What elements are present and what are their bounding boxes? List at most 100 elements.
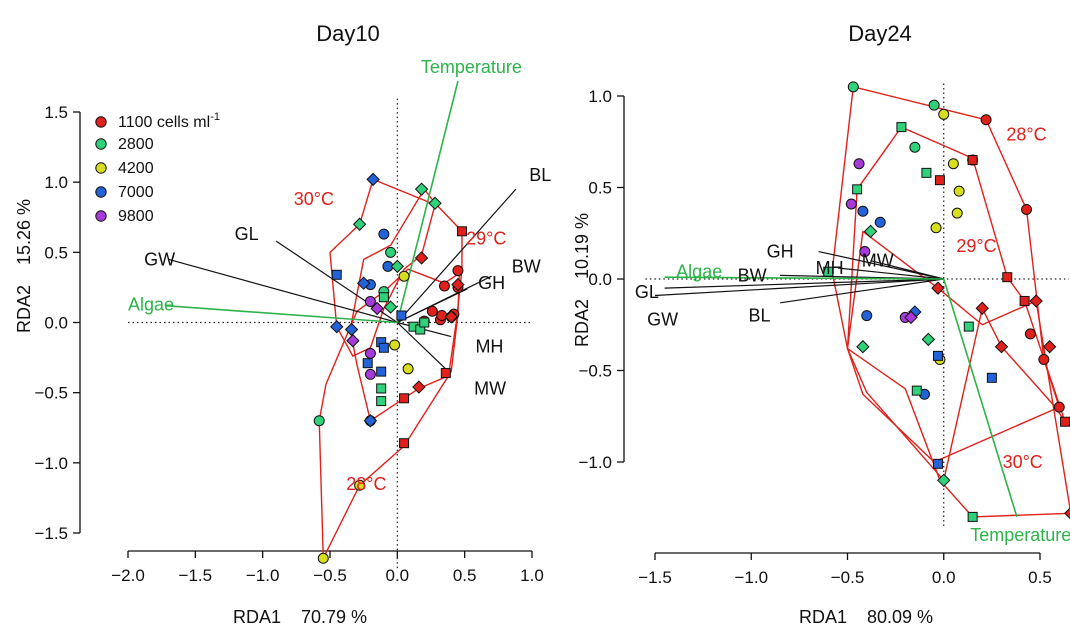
day24-point-1100-29c xyxy=(1002,272,1013,283)
day10-point-1100-28c xyxy=(426,305,438,317)
day10-point-1100-28c xyxy=(436,309,448,321)
day24-point-1100-29c xyxy=(967,155,978,166)
day24-point-7000-28c xyxy=(857,205,869,217)
day10-temperature-label-29c: 29°C xyxy=(466,228,506,248)
day10-x-tick-label: 0.5 xyxy=(453,566,477,585)
day24-ylabel: RDA2 10.19 % xyxy=(572,213,592,347)
legend-marker-2800 xyxy=(95,138,107,150)
day24-species-label-gl: GL xyxy=(635,282,659,302)
day10-point-1100-29c xyxy=(399,393,410,404)
day10-y-tick-label: −0.5 xyxy=(34,384,68,403)
day24-title: Day24 xyxy=(848,21,912,46)
day24-species-vector-gh xyxy=(818,250,944,280)
day24-hull-28c xyxy=(831,86,1060,463)
day24-point-7000-29c xyxy=(986,372,997,383)
day24-point-2800-30c xyxy=(921,332,936,347)
day24-point-4200-28c xyxy=(938,108,950,120)
day10-point-4200-28c xyxy=(402,363,414,375)
day10-species-label-bw: BW xyxy=(512,256,541,276)
day24-y-tick-label: −0.5 xyxy=(578,362,612,381)
day24-x-tick-label: 0.5 xyxy=(1028,568,1052,587)
day24-species-label-mh: MH xyxy=(816,258,844,278)
day24-species-vector-mh xyxy=(837,267,944,280)
day24-point-2800-29c xyxy=(967,511,978,522)
day10-point-4200-28c xyxy=(389,339,401,351)
day10-species-label-gh: GH xyxy=(478,273,505,293)
day24-env-label-algae: Algae xyxy=(676,262,722,282)
day24-point-2800-29c xyxy=(911,385,922,396)
day24-point-9800-30c xyxy=(904,310,918,325)
day24-point-1100-30c xyxy=(1029,294,1043,308)
legend-item-1100: 1100 cells ml-1 xyxy=(95,111,220,131)
day10-point-2800-30c xyxy=(428,196,442,210)
day24-point-1100-30c xyxy=(931,281,945,295)
day10-point-7000-29c xyxy=(376,366,387,377)
day24-y-tick-label: −1.0 xyxy=(578,453,612,472)
day10-y-tick-label: 1.0 xyxy=(44,173,68,192)
day24-temperature-label-28c: 28°C xyxy=(1006,124,1046,144)
day10-ylabel: RDA2 15.26 % xyxy=(14,199,34,333)
day24-temperature-label-30c: 30°C xyxy=(1003,452,1043,472)
day10-env-vector-algae xyxy=(165,304,398,324)
day10-species-label-mh: MH xyxy=(475,336,503,356)
day24-species-label-bw: BW xyxy=(738,265,767,285)
day24-point-2800-28c xyxy=(847,81,859,93)
day10-species-label-gl: GL xyxy=(235,224,259,244)
day10-point-9800-30c xyxy=(346,334,360,348)
day10-point-4200-28c xyxy=(317,552,329,564)
day10-point-1100-30c xyxy=(412,380,426,394)
day10-point-4200-28c xyxy=(354,479,366,491)
day24-point-4200-28c xyxy=(947,158,959,170)
day10-temperature-label-28c: 28°C xyxy=(346,474,386,494)
day24-point-9800-28c xyxy=(859,246,871,258)
day24-point-7000-29c xyxy=(932,458,943,469)
legend-item-2800: 2800 xyxy=(95,136,154,153)
day24-point-1100-30c xyxy=(1042,340,1057,354)
day24-x-tick-label: −1.0 xyxy=(734,568,768,587)
day24-y-tick-label: 0.0 xyxy=(588,270,612,289)
legend-item-7000: 7000 xyxy=(95,184,154,201)
legend-label-9800: 9800 xyxy=(118,208,154,225)
day10-panel: Day10 RDA1 70.79 % RDA2 15.26 % −2.0 −1.5… xyxy=(14,21,551,627)
day10-point-2800-30c xyxy=(352,217,367,231)
day10-point-9800-28c xyxy=(364,347,376,359)
day10-point-1100-29c xyxy=(399,438,410,449)
day24-point-1100-28c xyxy=(1021,203,1033,215)
legend: 1100 cells ml-1 2800 4200 7000 9800 xyxy=(95,111,220,225)
day24-point-1100-30c xyxy=(994,340,1009,354)
day10-species-label-mw: MW xyxy=(474,378,506,398)
day24-x-tick-label: −0.5 xyxy=(831,568,865,587)
day24-point-9800-28c xyxy=(853,158,865,170)
day24-point-1100-28c xyxy=(1024,328,1036,340)
day10-point-1100-28c xyxy=(438,280,450,292)
day10-point-7000-30c xyxy=(330,320,344,334)
day10-point-2800-30c xyxy=(414,182,429,196)
day24-y-tick-label: 0.5 xyxy=(588,179,612,198)
day10-point-7000-30c xyxy=(356,276,371,290)
day24-y-tick-label: 1.0 xyxy=(588,87,612,106)
day10-env-label-temperature: Temperature xyxy=(421,57,522,77)
day10-point-7000-30c xyxy=(366,172,380,187)
day10-point-1100-30c xyxy=(414,251,429,265)
day24-point-1100-28c xyxy=(980,114,992,126)
day10-y-tick-label: 0.5 xyxy=(44,243,68,262)
day24-point-7000-29c xyxy=(932,350,943,361)
day10-species-vector-bl xyxy=(396,188,517,323)
day10-species-vector-gh xyxy=(397,288,468,324)
day10-y-tick-label: −1.5 xyxy=(34,524,68,543)
legend-label-1100: 1100 cells ml-1 xyxy=(118,111,220,131)
day24-point-2800-30c xyxy=(856,340,870,354)
day10-point-2800-28c xyxy=(313,415,325,427)
day10-point-2800-29c xyxy=(376,383,387,394)
day10-point-1100-30c xyxy=(444,310,458,324)
legend-item-4200: 4200 xyxy=(95,160,154,177)
day10-title: Day10 xyxy=(316,21,380,46)
day24-species-label-gh: GH xyxy=(767,242,794,262)
day10-x-tick-label: 0.0 xyxy=(386,566,410,585)
day24-point-4200-28c xyxy=(951,207,963,219)
day10-point-7000-28c xyxy=(378,228,390,240)
day24-point-2800-29c xyxy=(896,122,907,133)
day24-point-1100-29c xyxy=(934,175,945,186)
day24-env-label-temperature: Temperature xyxy=(970,525,1070,545)
